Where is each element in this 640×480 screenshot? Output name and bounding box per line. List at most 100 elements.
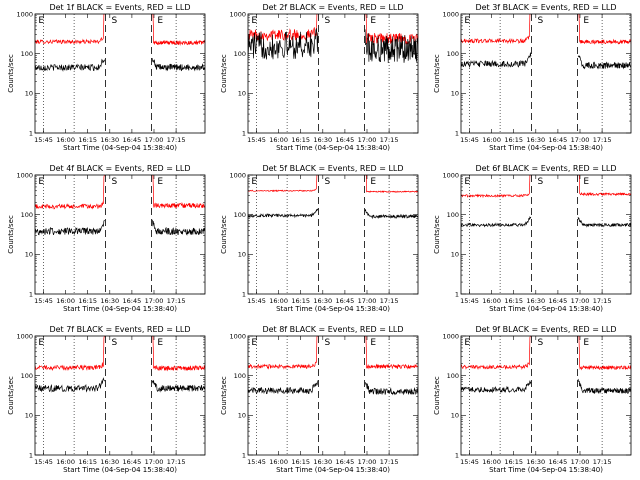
series-line-black [151,219,205,236]
series-line-red [578,175,631,197]
y-tick-label: 1 [242,451,246,459]
x-tick-label: 17:00 [571,297,590,305]
x-tick-label: 16:45 [549,458,568,466]
series-line-black [364,29,418,64]
y-axis-label: Counts/sec [220,376,228,415]
event-marker-e: E [464,16,470,26]
y-tick-label: 10 [25,251,33,259]
x-tick-label: 17:00 [145,297,164,305]
y-axis-label: Counts/sec [220,215,228,254]
series-line-black [151,380,205,393]
x-axis-label: Start Time (04-Sep-04 15:38:40) [489,144,603,152]
x-tick-label: 17:00 [145,458,164,466]
x-tick-label: 16:30 [313,458,332,466]
event-marker-s: S [112,177,118,187]
series-line-black [151,57,205,72]
y-tick-label: 1000 [442,171,459,179]
y-axis-label: Counts/sec [7,376,15,415]
y-tick-label: 10 [25,412,33,420]
series-line-black [577,217,631,228]
series-line-black [577,55,631,70]
x-tick-label: 17:15 [380,297,399,305]
series-line-black [461,52,532,69]
series-line-red [365,175,418,194]
y-tick-label: 10 [25,90,33,98]
x-tick-label: 17:00 [358,458,377,466]
y-axis-label: Counts/sec [433,54,441,93]
x-axis-label: Start Time (04-Sep-04 15:38:40) [489,305,603,313]
x-tick-label: 16:15 [78,297,97,305]
y-tick-label: 1 [29,290,33,298]
y-tick-label: 1000 [229,171,246,179]
panel-det-8: Det 8f BLACK = Events, RED = LLD E S E 1 10 10… [220,325,419,474]
y-tick-label: 10 [451,251,459,259]
y-tick-label: 1000 [16,332,33,340]
series-group [461,175,631,228]
x-tick-label: 16:00 [482,458,501,466]
panel-det-1: Det 1f BLACK = Events, RED = LLD E S E 1 10 10… [7,3,206,152]
panel-det-2: Det 2f BLACK = Events, RED = LLD E S E 1 10 10… [220,3,419,152]
series-line-red [461,336,531,370]
x-tick-label: 16:30 [526,136,545,144]
x-tick-label: 16:45 [549,297,568,305]
x-tick-label: 16:00 [482,297,501,305]
y-tick-label: 1 [242,290,246,298]
x-tick-label: 15:45 [34,136,53,144]
x-tick-label: 16:00 [482,136,501,144]
y-tick-label: 100 [447,211,459,219]
series-group [461,14,631,70]
series-line-red [35,14,105,45]
x-tick-label: 15:45 [460,297,479,305]
series-line-red [578,14,631,45]
x-tick-label: 15:45 [34,458,53,466]
series-line-black [364,381,418,396]
y-tick-label: 100 [447,372,459,380]
series-group [248,14,418,64]
y-axis-label: Counts/sec [433,215,441,254]
event-marker-e: E [251,177,257,187]
panel-title: Det 4f BLACK = Events, RED = LLD [49,164,190,173]
event-marker-e: E [251,16,257,26]
y-tick-label: 1 [29,129,33,137]
y-axis-label: Counts/sec [7,54,15,93]
panel-title: Det 2f BLACK = Events, RED = LLD [262,3,403,12]
event-marker-e: E [157,177,163,187]
x-tick-label: 16:45 [336,136,355,144]
plot-frame [247,13,419,134]
y-tick-label: 100 [447,50,459,58]
panel-det-6: Det 6f BLACK = Events, RED = LLD E S E 1 10 10… [433,164,632,313]
y-axis-label: Counts/sec [7,215,15,254]
x-tick-label: 16:30 [313,297,332,305]
x-tick-label: 17:15 [593,136,612,144]
y-tick-label: 100 [234,50,246,58]
x-tick-label: 16:30 [526,297,545,305]
x-tick-label: 17:15 [167,136,186,144]
x-tick-label: 15:45 [460,458,479,466]
series-line-black [35,58,106,72]
x-tick-label: 16:15 [78,458,97,466]
x-tick-label: 16:15 [291,297,310,305]
y-tick-label: 10 [238,412,246,420]
series-group [35,336,205,393]
x-tick-label: 17:00 [358,136,377,144]
series-line-red [152,175,205,209]
plot-frame [34,335,206,456]
panel-title: Det 1f BLACK = Events, RED = LLD [49,3,190,12]
x-axis-label: Start Time (04-Sep-04 15:38:40) [276,144,390,152]
x-tick-label: 17:15 [380,458,399,466]
y-axis-label: Counts/sec [220,54,228,93]
series-line-black [461,380,532,394]
series-line-red [35,336,105,372]
event-marker-e: E [583,338,589,348]
series-line-red [461,14,531,45]
y-tick-label: 100 [234,372,246,380]
series-group [35,14,205,72]
x-tick-label: 17:15 [593,458,612,466]
x-tick-label: 17:15 [167,458,186,466]
event-marker-e: E [38,16,44,26]
x-tick-label: 16:00 [56,458,75,466]
x-tick-label: 17:00 [571,136,590,144]
x-axis-label: Start Time (04-Sep-04 15:38:40) [63,305,177,313]
panel-title: Det 3f BLACK = Events, RED = LLD [475,3,616,12]
